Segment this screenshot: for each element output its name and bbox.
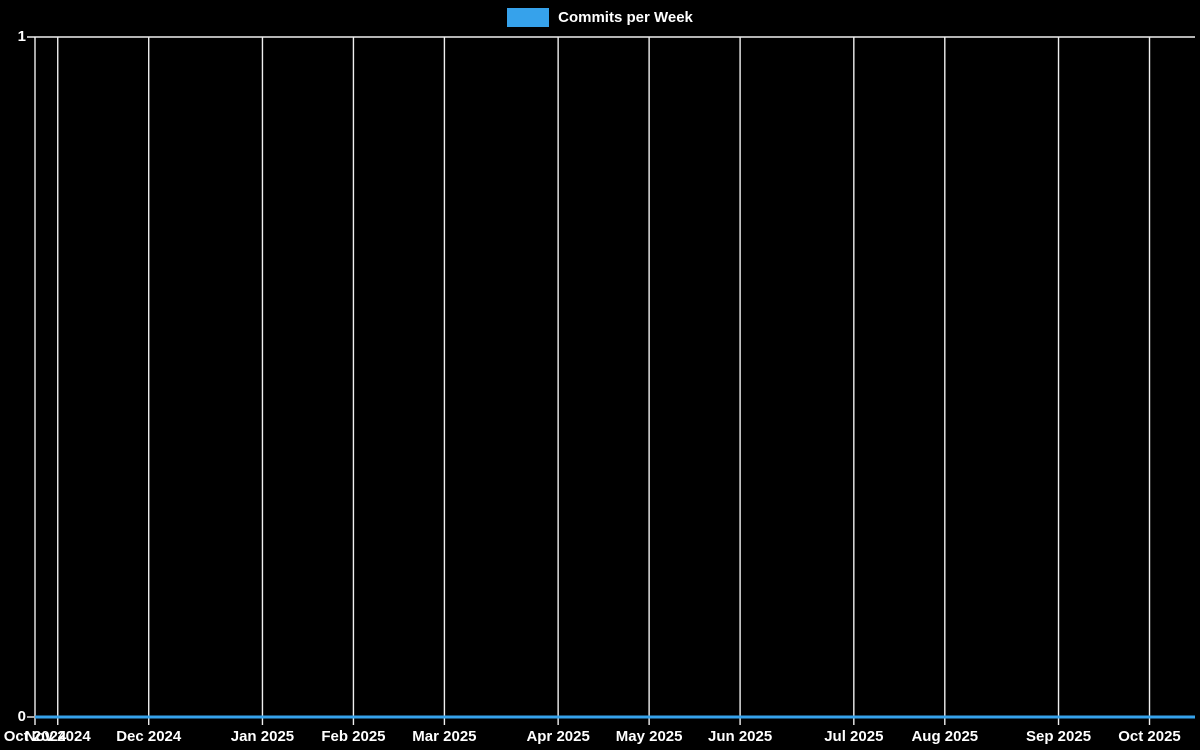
legend-swatch bbox=[507, 7, 550, 27]
legend-label: Commits per Week bbox=[558, 8, 693, 26]
x-tick-label: Apr 2025 bbox=[526, 728, 590, 745]
x-tick-label: Mar 2025 bbox=[412, 728, 477, 745]
x-tick-label: Feb 2025 bbox=[321, 728, 386, 745]
x-tick-label: Oct 2024 bbox=[3, 728, 67, 745]
y-axis-tick-min: 0 bbox=[17, 708, 26, 725]
y-axis-tick-max: 1 bbox=[17, 28, 26, 45]
x-tick-label: Jan 2025 bbox=[230, 728, 295, 745]
x-tick-label: Jul 2025 bbox=[824, 728, 884, 745]
x-tick-label: Dec 2024 bbox=[116, 728, 182, 745]
x-tick-label: Oct 2025 bbox=[1118, 728, 1181, 745]
x-tick-label: Aug 2025 bbox=[911, 728, 979, 745]
legend-item-commits-per-week[interactable]: Commits per Week bbox=[0, 6, 1200, 28]
x-tick-label: Sep 2025 bbox=[1025, 728, 1092, 745]
x-tick-label: Jun 2025 bbox=[707, 728, 773, 745]
x-tick-label: May 2025 bbox=[615, 728, 683, 745]
x-tick-label: Nov 2024 bbox=[24, 728, 91, 745]
